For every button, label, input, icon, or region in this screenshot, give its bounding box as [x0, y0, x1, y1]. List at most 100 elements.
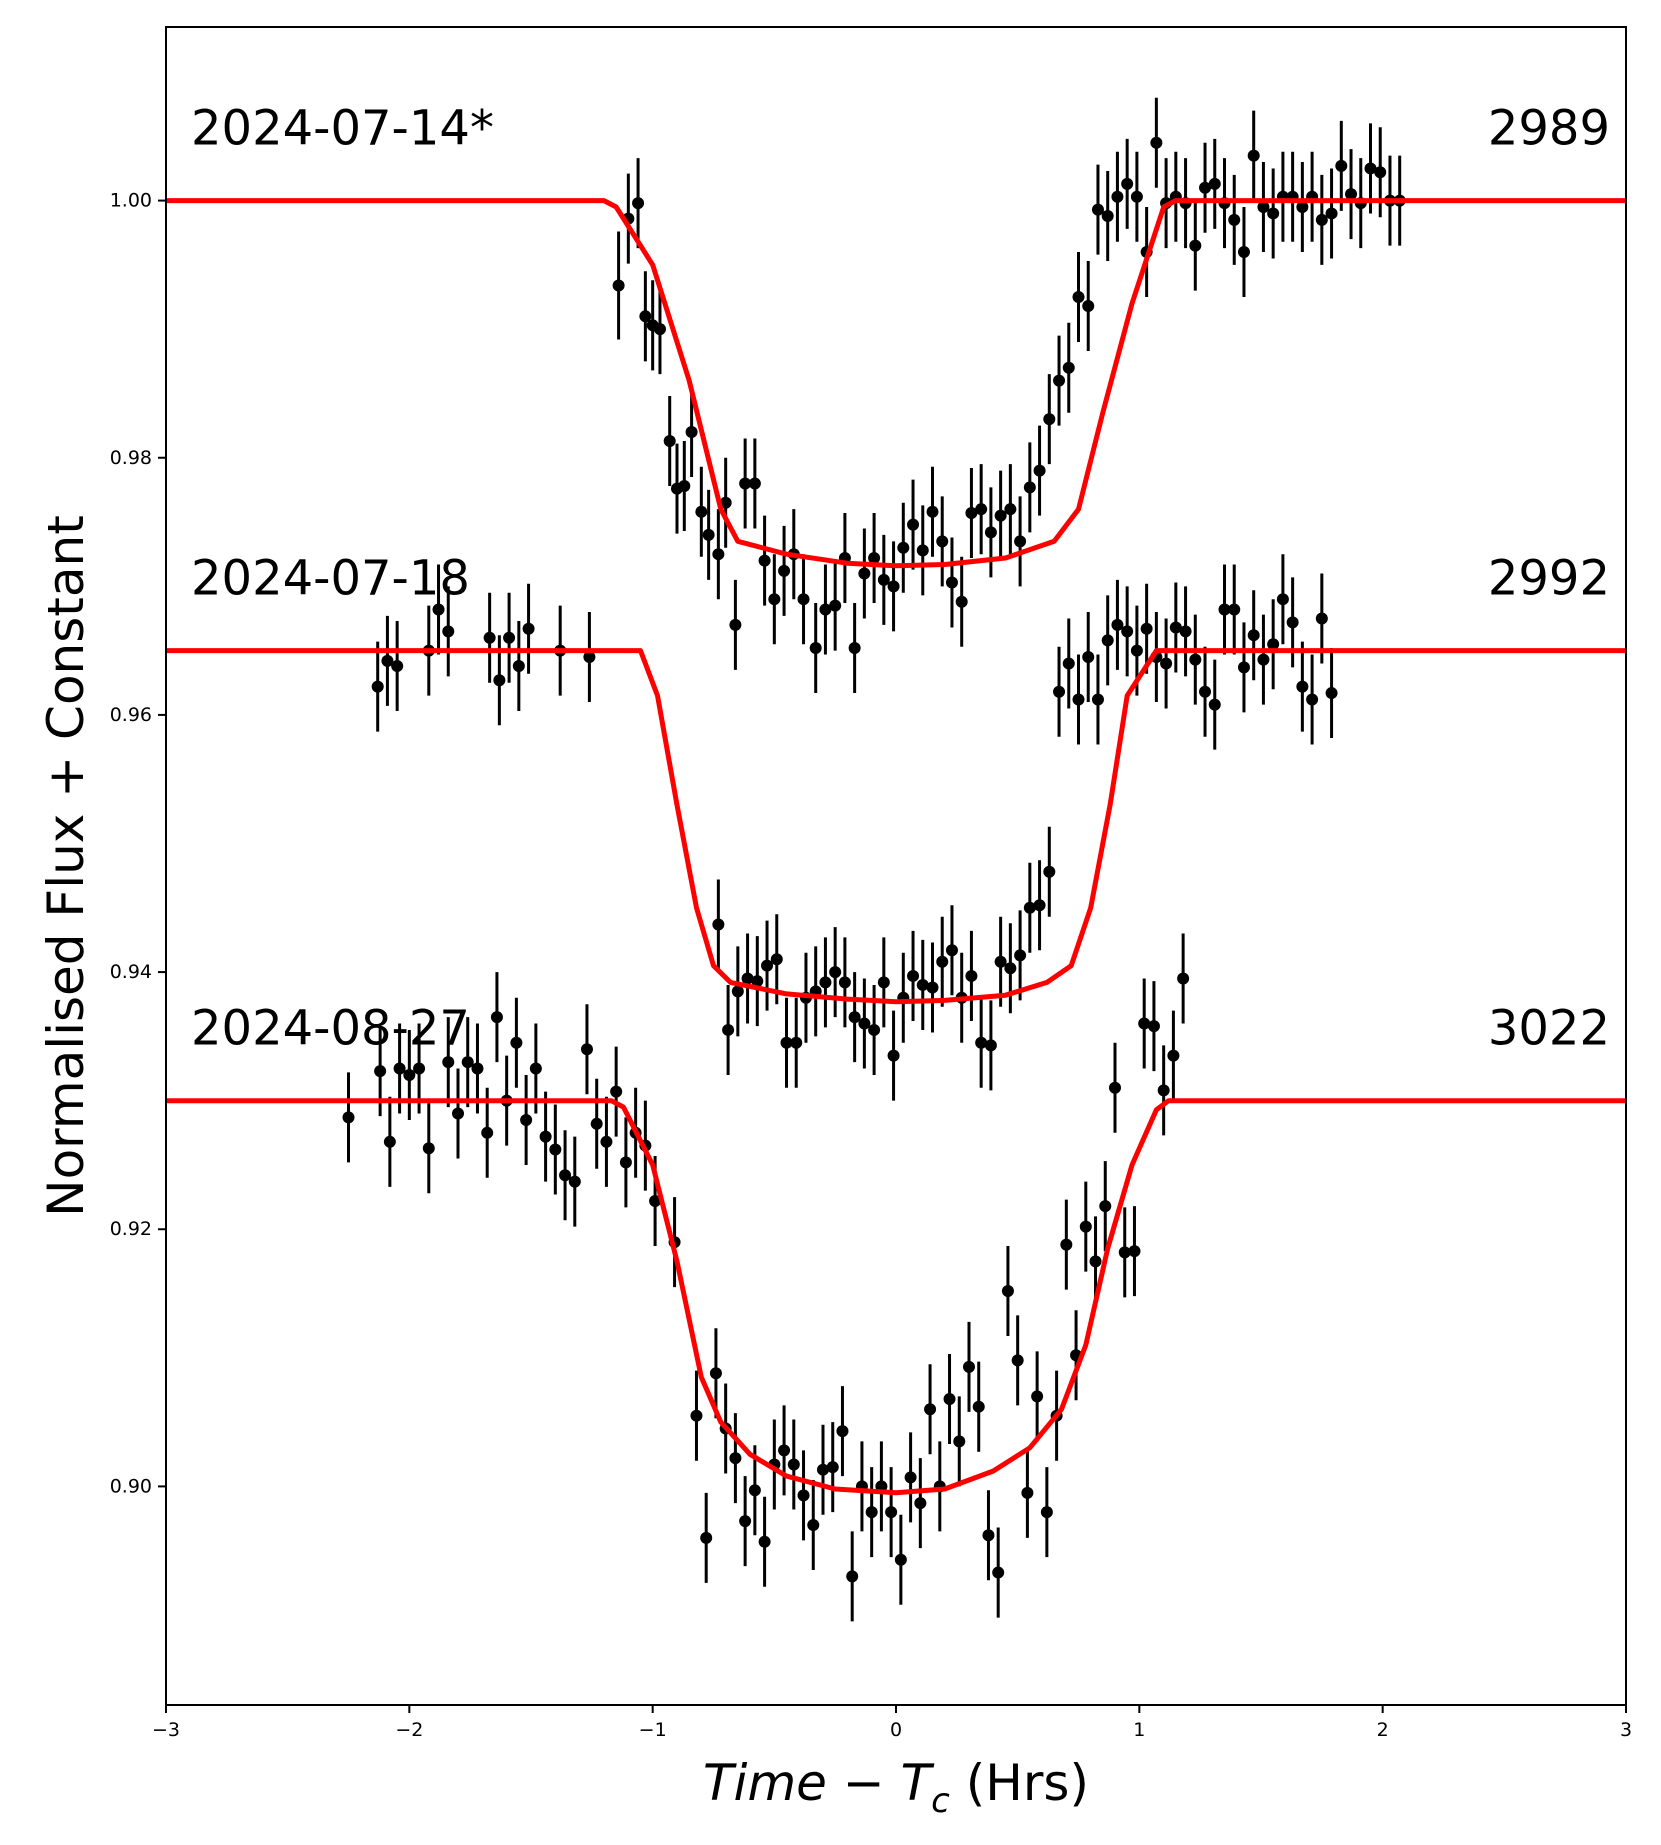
data-point [685, 426, 698, 439]
data-point [868, 552, 881, 565]
data-point [1004, 503, 1017, 516]
data-point [758, 1535, 771, 1548]
data-point [632, 197, 645, 210]
data-point [1364, 162, 1377, 175]
data-point [1228, 603, 1241, 616]
data-point [1130, 190, 1143, 203]
epoch-label: 3022 [1488, 1001, 1610, 1057]
data-point [1040, 1506, 1053, 1519]
data-point [1138, 1017, 1151, 1030]
data-point [848, 1011, 861, 1024]
data-point [741, 972, 754, 985]
data-point [1257, 653, 1270, 666]
data-point [1267, 207, 1280, 220]
data-point [926, 981, 939, 994]
data-point [1079, 1220, 1092, 1233]
data-point [945, 944, 958, 957]
data-point [926, 505, 939, 518]
data-point [836, 1425, 849, 1438]
data-point [1140, 622, 1153, 635]
data-point [461, 1056, 474, 1069]
data-point [610, 1085, 623, 1098]
data-point [924, 1403, 937, 1416]
data-point [442, 625, 455, 638]
data-point [619, 1156, 632, 1169]
data-point [1101, 210, 1114, 223]
data-point [1043, 413, 1056, 426]
data-point [1208, 698, 1221, 711]
data-point [731, 985, 744, 998]
data-point [1208, 177, 1221, 190]
data-point [600, 1135, 613, 1148]
data-point [522, 622, 535, 635]
data-point [1121, 625, 1134, 638]
data-point [1004, 962, 1017, 975]
data-point [1062, 657, 1075, 670]
data-point [483, 631, 496, 644]
transit-model-curve [166, 1098, 1626, 1496]
data-point [612, 279, 625, 292]
x-tick-label: −3 [152, 1719, 180, 1741]
data-point [712, 918, 725, 931]
data-point [539, 1130, 552, 1143]
data-point [1053, 374, 1066, 387]
data-point [1296, 201, 1309, 214]
data-point [982, 1529, 995, 1542]
data-point [700, 1531, 713, 1544]
x-axis-label: Time − Tc (Hrs) [703, 1754, 1089, 1821]
data-point [393, 1062, 406, 1075]
y-tick-label: 0.90 [110, 1475, 152, 1497]
data-point [1082, 300, 1095, 313]
data-point [1060, 1238, 1073, 1251]
data-point [442, 1056, 455, 1069]
data-point [904, 1471, 917, 1484]
data-point [1276, 593, 1289, 606]
data-point [1001, 1284, 1014, 1297]
data-point [580, 1043, 593, 1056]
data-point [1218, 603, 1231, 616]
data-point [936, 955, 949, 968]
data-point [1247, 149, 1260, 162]
y-tick-label: 0.96 [110, 704, 152, 726]
data-point [1325, 207, 1338, 220]
x-tick-label: 1 [1133, 1719, 1145, 1741]
data-point [768, 593, 781, 606]
data-point [371, 680, 384, 693]
data-point [787, 1458, 800, 1471]
data-point [1021, 1486, 1034, 1499]
epoch-label: 2989 [1488, 101, 1610, 157]
x-tick-label: −2 [395, 1719, 423, 1741]
x-tick-label: 3 [1620, 1719, 1632, 1741]
data-point [520, 1113, 533, 1126]
x-axis-label-subscript: c [931, 1781, 950, 1821]
data-point [1325, 687, 1338, 700]
data-point [865, 1506, 878, 1519]
x-tick-label: −1 [639, 1719, 667, 1741]
data-point [481, 1126, 494, 1139]
data-point [490, 1011, 503, 1024]
data-point [432, 603, 445, 616]
data-point [342, 1111, 355, 1124]
data-point [858, 567, 871, 580]
data-point [381, 654, 394, 667]
data-point [907, 969, 920, 982]
data-point [1315, 612, 1328, 625]
epoch-label: 2992 [1488, 551, 1610, 607]
data-point [797, 593, 810, 606]
data-point [797, 1489, 810, 1502]
data-point [780, 1036, 793, 1049]
data-point [894, 1553, 907, 1566]
data-point [1118, 1246, 1131, 1259]
data-point [1082, 651, 1095, 664]
data-point [639, 310, 652, 323]
data-point [819, 603, 832, 616]
y-tick-label: 0.92 [110, 1218, 152, 1240]
data-point [848, 642, 861, 655]
data-point [1177, 972, 1190, 985]
data-point [1237, 661, 1250, 674]
data-point [1179, 625, 1192, 638]
data-point [452, 1107, 464, 1120]
data-point [739, 477, 752, 490]
